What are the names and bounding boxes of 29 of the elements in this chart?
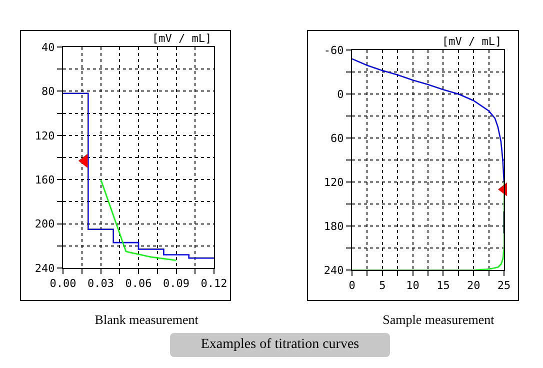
text: Sample measurement bbox=[382, 312, 495, 327]
x-tick-label: 0.00 bbox=[50, 277, 76, 290]
x-tick-label: 0.03 bbox=[88, 277, 114, 290]
y-tick-label: 160 bbox=[34, 173, 55, 186]
y-tick-label: 60 bbox=[330, 132, 344, 145]
x-tick-label: 0.06 bbox=[125, 277, 152, 290]
x-tick-label: 15 bbox=[436, 279, 450, 292]
x-tick-label: 25 bbox=[497, 279, 511, 292]
x-tick-label: 10 bbox=[406, 279, 420, 292]
y-tick-label: 180 bbox=[324, 220, 344, 233]
x-tick-label: 20 bbox=[466, 279, 480, 292]
x-tick-label: 0.09 bbox=[163, 277, 190, 290]
y-tick-label: 120 bbox=[34, 129, 55, 142]
y-tick-label: -60 bbox=[324, 44, 344, 57]
line-series bbox=[100, 178, 177, 261]
y-tick-label: 120 bbox=[324, 176, 344, 189]
y-axis-title: [mV / mL] bbox=[442, 35, 502, 48]
y-tick-label: 40 bbox=[42, 40, 55, 54]
text: Blank measurement bbox=[94, 312, 199, 327]
y-tick-label: 0 bbox=[337, 88, 344, 101]
x-tick-label: 0 bbox=[348, 279, 356, 292]
y-tick-label: 80 bbox=[42, 85, 55, 98]
y-tick-label: 200 bbox=[34, 218, 55, 231]
x-tick-label: 0.12 bbox=[200, 277, 228, 290]
y-tick-label: 240 bbox=[34, 262, 55, 275]
y-axis-title: [mV / mL] bbox=[152, 32, 212, 45]
text: Examples of titration curves bbox=[170, 333, 390, 357]
y-tick-label: 240 bbox=[324, 264, 344, 277]
x-tick-label: 5 bbox=[379, 279, 386, 292]
